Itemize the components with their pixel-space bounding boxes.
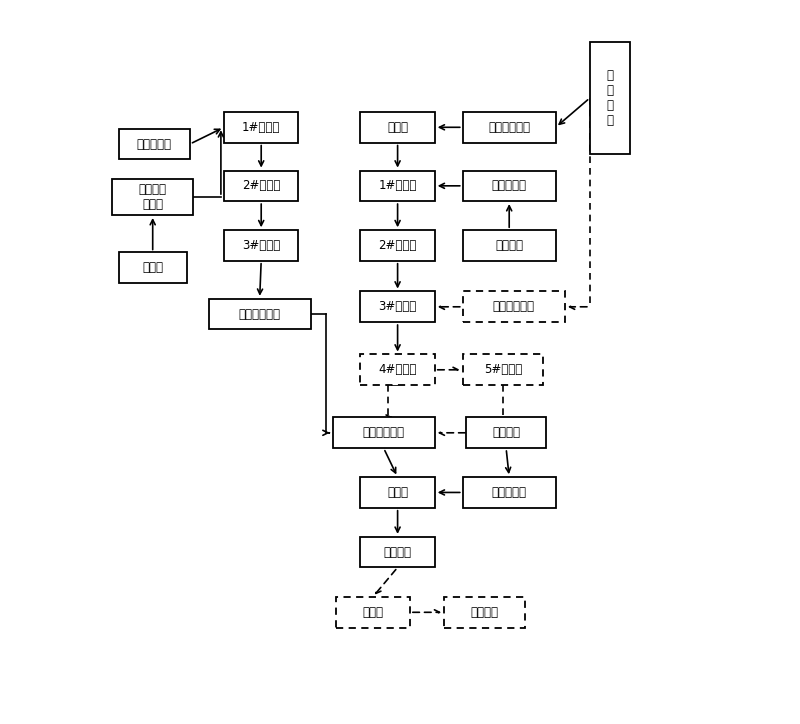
Text: 液体成品: 液体成品 — [384, 546, 411, 559]
FancyBboxPatch shape — [590, 42, 630, 153]
FancyBboxPatch shape — [360, 292, 435, 322]
FancyBboxPatch shape — [444, 597, 525, 628]
FancyBboxPatch shape — [224, 112, 298, 143]
Text: 水解釜: 水解釜 — [387, 121, 408, 134]
FancyBboxPatch shape — [360, 230, 435, 261]
Text: 碳化料转料泵: 碳化料转料泵 — [238, 308, 281, 321]
FancyBboxPatch shape — [224, 170, 298, 201]
Text: 缩合水计量泵: 缩合水计量泵 — [493, 300, 535, 313]
FancyBboxPatch shape — [462, 355, 543, 385]
FancyBboxPatch shape — [360, 355, 435, 385]
FancyBboxPatch shape — [333, 418, 435, 448]
Text: 熔化釜: 熔化釜 — [142, 261, 163, 274]
Text: 1#碳化釜: 1#碳化釜 — [242, 121, 280, 134]
FancyBboxPatch shape — [466, 418, 546, 448]
Text: 甲醛储槽: 甲醛储槽 — [495, 239, 523, 252]
FancyBboxPatch shape — [118, 129, 190, 159]
FancyBboxPatch shape — [462, 170, 556, 201]
Text: 液碱储槽: 液碱储槽 — [492, 426, 520, 439]
FancyBboxPatch shape — [462, 477, 556, 508]
FancyBboxPatch shape — [360, 170, 435, 201]
Text: 甲醛计量泵: 甲醛计量泵 — [492, 180, 526, 193]
Text: 干燥塔: 干燥塔 — [362, 606, 383, 619]
FancyBboxPatch shape — [112, 179, 193, 215]
Text: 液体原料
计量泵: 液体原料 计量泵 — [138, 183, 166, 211]
Text: 2#碳化釜: 2#碳化釜 — [242, 180, 280, 193]
FancyBboxPatch shape — [118, 253, 187, 283]
FancyBboxPatch shape — [462, 292, 565, 322]
FancyBboxPatch shape — [360, 112, 435, 143]
FancyBboxPatch shape — [462, 230, 556, 261]
FancyBboxPatch shape — [224, 230, 298, 261]
Text: 工
艺
用
水: 工 艺 用 水 — [606, 69, 614, 127]
Text: 液碱计量泵: 液碱计量泵 — [492, 486, 526, 499]
Text: 中和釜: 中和釜 — [387, 486, 408, 499]
Text: 缩合料转料泵: 缩合料转料泵 — [362, 426, 405, 439]
FancyBboxPatch shape — [360, 477, 435, 508]
Text: 水解水计量泵: 水解水计量泵 — [488, 121, 530, 134]
FancyBboxPatch shape — [462, 112, 556, 143]
Text: 1#缩合釜: 1#缩合釜 — [378, 180, 417, 193]
Text: 硫酸计量泵: 硫酸计量泵 — [137, 138, 172, 151]
FancyBboxPatch shape — [209, 299, 310, 329]
Text: 3#碳化釜: 3#碳化釜 — [242, 239, 280, 252]
Text: 2#缩合釜: 2#缩合釜 — [378, 239, 417, 252]
Text: 固体成品: 固体成品 — [470, 606, 498, 619]
FancyBboxPatch shape — [336, 597, 410, 628]
Text: 5#缩合釜: 5#缩合釜 — [484, 363, 522, 376]
FancyBboxPatch shape — [360, 536, 435, 568]
Text: 3#缩合釜: 3#缩合釜 — [378, 300, 417, 313]
Text: 4#缩合釜: 4#缩合釜 — [378, 363, 417, 376]
